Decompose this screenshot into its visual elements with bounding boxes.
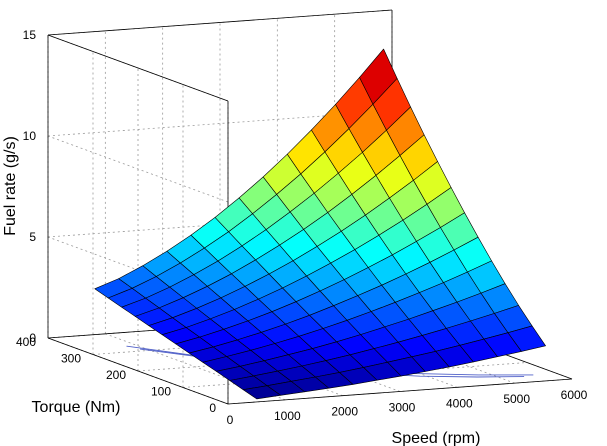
box-edge	[47, 9, 393, 36]
x-tick-label: 3000	[389, 401, 416, 415]
x-tick-label: 4000	[446, 396, 473, 410]
y-tick-label: 400	[16, 335, 36, 349]
surface-patch	[507, 325, 546, 352]
z-tick-label: 15	[23, 28, 37, 42]
x-tick-label: 1000	[274, 409, 301, 423]
z-tick-label: 5	[29, 230, 36, 244]
tick-labels: 0 1000 2000 3000 4000 5000 6000010020030040005…	[16, 28, 588, 427]
y-tick-label: 0	[209, 401, 216, 415]
x-tick-label: 6000	[561, 388, 588, 402]
box-edge	[47, 34, 229, 102]
grid-line-z-left	[47, 135, 229, 203]
y-axis-label: Torque (Nm)	[32, 399, 121, 416]
y-tick-label: 100	[151, 385, 171, 399]
x-tick-label: 0	[227, 413, 234, 427]
y-tick-label: 300	[61, 352, 81, 366]
x-axis-line	[227, 378, 573, 405]
z-tick-label: 10	[23, 129, 37, 143]
z-tick-label: 0	[29, 331, 36, 345]
z-axis-label: Fuel rate (g/s)	[2, 136, 19, 236]
y-axis-line	[47, 337, 229, 405]
y-tick-label: 200	[106, 368, 126, 382]
x-tick-label: 5000	[503, 392, 530, 406]
x-tick-label: 2000	[331, 405, 358, 419]
x-axis-label: Speed (rpm)	[392, 430, 481, 446]
surface-mesh	[94, 48, 546, 400]
